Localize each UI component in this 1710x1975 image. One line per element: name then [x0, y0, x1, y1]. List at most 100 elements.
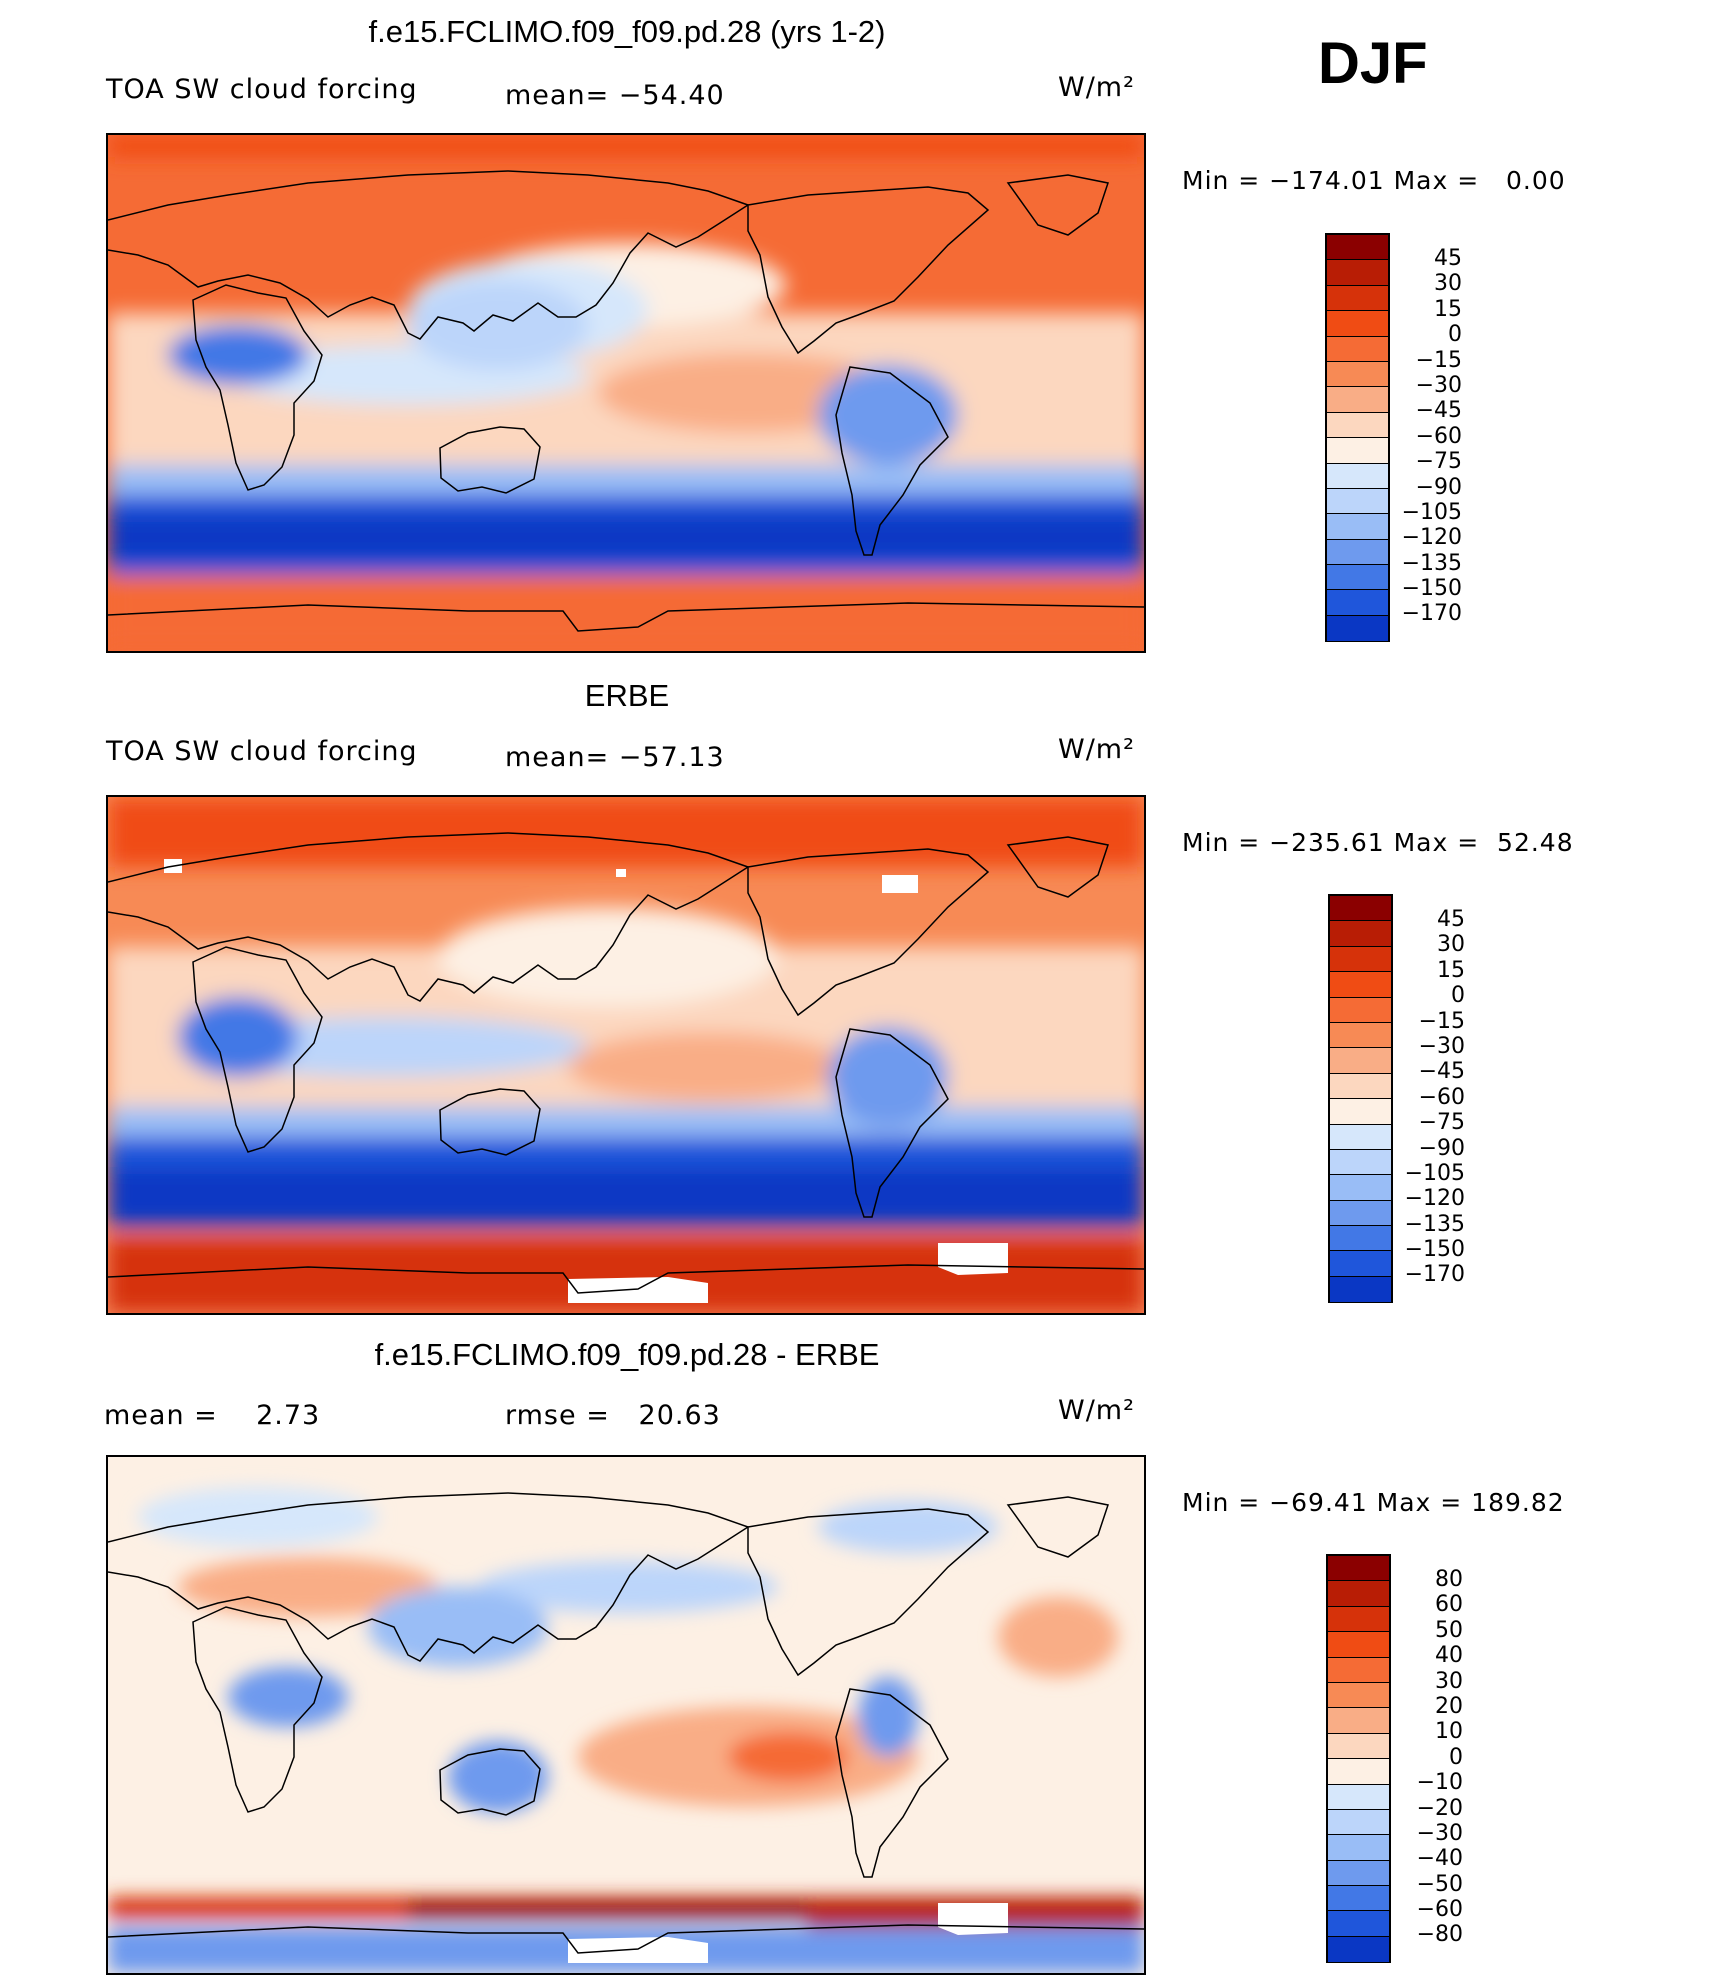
colorbar-tick: −15 — [1418, 1008, 1465, 1034]
colorbar-swatch — [1327, 387, 1388, 413]
colorbar-tick: −15 — [1415, 347, 1462, 373]
colorbar-tick: −60 — [1416, 1897, 1463, 1923]
colorbar-swatch — [1327, 565, 1388, 591]
colorbar-swatch — [1328, 1911, 1389, 1937]
colorbar-swatch — [1330, 997, 1391, 1023]
colorbar-swatch — [1327, 590, 1388, 616]
colorbar-swatch — [1330, 1022, 1391, 1049]
panel-title-diff: f.e15.FCLIMO.f09_f09.pd.28 - ERBE — [374, 1337, 880, 1372]
colorbar-tick: −30 — [1416, 1820, 1463, 1846]
colorbar-tick: 60 — [1435, 1592, 1463, 1618]
colorbar-tick: −120 — [1404, 1186, 1465, 1212]
colorbar-tick: −45 — [1415, 398, 1462, 424]
season-label: DJF — [1318, 31, 1428, 96]
min-max-label: Min = −235.61 Max = 52.48 — [1182, 828, 1574, 857]
min-max-label: Min = −69.41 Max = 189.82 — [1182, 1488, 1565, 1517]
colorbar-tick: −50 — [1416, 1871, 1463, 1897]
colorbar-swatch — [1328, 1556, 1389, 1582]
colorbar-swatch — [1328, 1759, 1389, 1785]
colorbar-tick: −40 — [1416, 1846, 1463, 1872]
colorbar-swatch — [1328, 1835, 1389, 1861]
colorbar-tick: −105 — [1404, 1160, 1465, 1186]
colorbar-swatch — [1328, 1809, 1389, 1836]
colorbar-tick: −60 — [1418, 1084, 1465, 1110]
colorbar-swatch — [1330, 1149, 1391, 1176]
colorbar-tick: 50 — [1435, 1617, 1463, 1643]
colorbar-swatch — [1327, 514, 1388, 540]
colorbar-swatch — [1327, 336, 1388, 362]
colorbar-tick: −120 — [1401, 525, 1462, 551]
colorbar-swatch — [1330, 1175, 1391, 1201]
colorbar-tick: −170 — [1404, 1262, 1465, 1288]
colorbar-swatch — [1327, 361, 1388, 388]
colorbar-tick: −80 — [1416, 1922, 1463, 1948]
colorbar-swatch — [1327, 488, 1388, 515]
colorbar-tick: −45 — [1418, 1059, 1465, 1085]
colorbar-tick: −60 — [1415, 423, 1462, 449]
colorbar-swatch — [1327, 412, 1388, 439]
colorbar-swatch — [1330, 1099, 1391, 1125]
colorbar-swatch — [1327, 235, 1388, 261]
min-max-label: Min = −174.01 Max = 0.00 — [1182, 166, 1566, 195]
colorbar-swatch — [1328, 1606, 1389, 1633]
colorbar-swatch — [1327, 615, 1388, 642]
colorbar-swatch — [1328, 1708, 1389, 1734]
colorbar-swatch — [1327, 285, 1388, 312]
colorbar-swatch — [1330, 921, 1391, 947]
colorbar-swatch — [1330, 1276, 1391, 1303]
colorbar-tick: 15 — [1437, 957, 1465, 983]
map-model — [106, 133, 1146, 653]
colorbar-swatch — [1327, 311, 1388, 337]
units-label: W/m² — [1058, 72, 1135, 103]
colorbar-tick: 10 — [1435, 1719, 1463, 1745]
diff-mean-label: mean = 2.73 — [104, 1400, 321, 1431]
colorbar-tick: 20 — [1435, 1693, 1463, 1719]
colorbar-tick: −150 — [1404, 1237, 1465, 1263]
colorbar-swatch — [1330, 972, 1391, 998]
units-label: W/m² — [1058, 1395, 1135, 1426]
variable-label: TOA SW cloud forcing — [106, 74, 418, 105]
colorbar-swatch — [1330, 896, 1391, 922]
colorbar-swatch — [1328, 1581, 1389, 1607]
colorbar-swatch — [1328, 1733, 1389, 1760]
colorbar-swatch — [1328, 1632, 1389, 1658]
colorbar-tick: −75 — [1418, 1110, 1465, 1136]
colorbar-swatch — [1328, 1784, 1389, 1810]
colorbar-swatch — [1330, 946, 1391, 973]
colorbar-swatch — [1330, 1226, 1391, 1252]
colorbar-swatch — [1330, 1073, 1391, 1100]
colorbar-tick: −75 — [1415, 449, 1462, 475]
colorbar-tick: 0 — [1451, 983, 1465, 1009]
colorbar-swatch — [1328, 1657, 1389, 1683]
colorbar-tick: −170 — [1401, 601, 1462, 627]
colorbar-tick: −30 — [1418, 1033, 1465, 1059]
mean-label: mean= −57.13 — [505, 742, 725, 773]
colorbar-model — [1325, 233, 1390, 642]
colorbar-tick: 0 — [1448, 322, 1462, 348]
colorbar-tick: 15 — [1434, 296, 1462, 322]
colorbar-tick: −90 — [1418, 1135, 1465, 1161]
colorbar-tick: −150 — [1401, 576, 1462, 602]
colorbar-tick: −135 — [1404, 1211, 1465, 1237]
colorbar-tick: −10 — [1416, 1770, 1463, 1796]
colorbar-tick: 80 — [1435, 1567, 1463, 1592]
colorbar-swatch — [1330, 1251, 1391, 1277]
rmse-label: rmse = 20.63 — [505, 1400, 721, 1431]
colorbar-ticks-diff: 80 60 50 40 30 20 10 0 −10 −20 −30 −40 −… — [1399, 1567, 1463, 1948]
colorbar-tick: 40 — [1435, 1643, 1463, 1669]
colorbar-swatch — [1330, 1124, 1391, 1150]
colorbar-obs — [1328, 894, 1393, 1303]
colorbar-ticks-model: 45 30 15 0 −15 −30 −45 −60 −75 −90 −105 … — [1398, 246, 1462, 627]
colorbar-swatch — [1327, 463, 1388, 489]
panel-title-obs: ERBE — [584, 678, 670, 713]
colorbar-swatch — [1330, 1048, 1391, 1074]
units-label: W/m² — [1058, 734, 1135, 765]
colorbar-swatch — [1328, 1936, 1389, 1963]
colorbar-tick: 30 — [1435, 1668, 1463, 1694]
colorbar-tick: 0 — [1449, 1744, 1463, 1770]
panel-title-model: f.e15.FCLIMO.f09_f09.pd.28 (yrs 1-2) — [368, 14, 886, 49]
colorbar-swatch — [1330, 1200, 1391, 1227]
colorbar-diff — [1326, 1554, 1391, 1963]
colorbar-tick: −90 — [1415, 474, 1462, 500]
mean-label: mean= −54.40 — [505, 80, 725, 111]
